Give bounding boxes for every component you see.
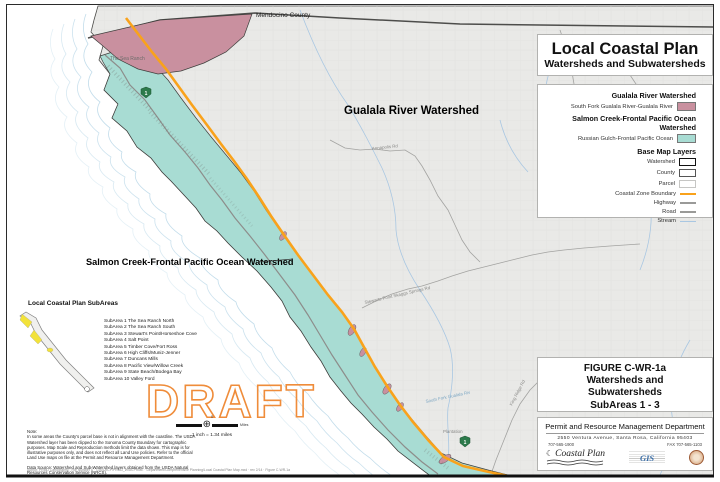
legend-label: South Fork Gualala River-Gualala River	[570, 103, 673, 110]
title-panel: Local Coastal Plan Watersheds and Subwat…	[537, 34, 713, 76]
legend-base-header: Base Map Layers	[637, 147, 696, 156]
scale-zero-label: 0	[211, 415, 213, 419]
gis-logo-text: GIS	[639, 452, 655, 463]
divider	[546, 433, 704, 434]
salmon-watershed-label: Salmon Creek-Frontal Pacific Ocean Water…	[86, 257, 293, 267]
figure-title-line: Subwatersheds	[588, 387, 662, 399]
parcel-swatch	[679, 180, 696, 188]
legend-item: County	[538, 169, 712, 177]
fine-print-credit: Author: PRMD Cartography · File Number S…	[27, 468, 291, 472]
south-fork-gualala-subwatershed	[90, 13, 253, 75]
mendocino-county-label: Mendocino County	[256, 12, 311, 19]
plantation-label: Plantation	[443, 429, 463, 434]
moon-icon: ☾	[546, 449, 554, 458]
subareas-header: Local Coastal Plan SubAreas	[28, 300, 118, 307]
subarea-item: SubArea 1 The Sea Ranch North	[104, 319, 175, 324]
legend-group-header: Salmon Creek-Frontal Pacific Ocean Water…	[572, 114, 696, 132]
county-seal-icon	[689, 450, 704, 465]
svg-text:1: 1	[145, 91, 148, 97]
wave-lines-icon	[546, 459, 604, 466]
logo-row: ☾ Coastal Plan GIS	[538, 449, 712, 466]
legend-item: Watershed	[538, 158, 712, 166]
legend-label: Parcel	[658, 181, 675, 187]
legend-group-header: Gualala River Watershed	[611, 91, 696, 100]
road-swatch	[680, 211, 696, 213]
legend-panel: Gualala River Watershed South Fork Guala…	[537, 84, 713, 224]
department-phones: 707-565-1900 FAX 707-565-1103	[538, 442, 712, 447]
county-swatch	[679, 169, 696, 177]
stream-swatch	[680, 220, 696, 222]
figure-panel: FIGURE C-WR-1a Watersheds and Subwatersh…	[537, 357, 713, 412]
subarea-item: SubArea 6 High Cliffs/Muniz-Jenner	[104, 351, 181, 357]
label-leader-line	[257, 258, 294, 263]
legend-item: Road	[538, 209, 712, 215]
note-body: In some areas the County's parcel base i…	[27, 434, 196, 461]
coastal-plan-logo: ☾ Coastal Plan	[546, 449, 605, 466]
figure-number: FIGURE C-WR-1a	[583, 363, 667, 374]
legend-item: Coastal Zone Boundary	[538, 191, 712, 197]
legend-label: Russian Gulch-Frontal Pacific Ocean	[577, 135, 673, 142]
figure-title-line: Watersheds and	[586, 375, 664, 387]
scale-miles-label: Miles	[240, 423, 249, 427]
data-source: Data Source: Watershed and Sub-Watershed…	[27, 464, 189, 476]
subarea-item: SubArea 8 Pacific View/Willow Creek	[104, 363, 184, 369]
gis-logo: GIS	[629, 450, 666, 465]
sea-ranch-label: The Sea Ranch	[110, 56, 145, 62]
highway-1-line	[104, 54, 439, 475]
coastal-plan-logo-text: Coastal Plan	[555, 449, 606, 459]
figure-subareas-line: SubAreas 1 - 3	[590, 399, 660, 411]
highway-swatch	[680, 201, 696, 205]
note-heading: Note:	[27, 429, 38, 434]
legend-item: Highway	[538, 200, 712, 206]
svg-text:1: 1	[464, 440, 467, 446]
subarea-item: SubArea 10 Valley Ford	[104, 376, 155, 382]
subarea-item: SubArea 2 The Sea Ranch South	[104, 325, 176, 331]
legend-label: Stream	[657, 218, 676, 224]
subarea-item: SubArea 4 Salt Point	[104, 338, 149, 344]
compass-icon: ⊕	[202, 419, 211, 430]
pink-swatch	[677, 102, 696, 111]
fax-number: FAX 707-565-1103	[667, 442, 702, 447]
gualala-watershed-label: Gualala River Watershed	[344, 105, 479, 117]
subarea-item: SubArea 7 Duncans Mills	[104, 357, 158, 363]
map-subtitle: Watersheds and Subwatersheds	[544, 58, 706, 70]
highway-shield-icon: 1	[140, 86, 152, 99]
subareas-inset-map	[19, 311, 95, 393]
legend-label: County	[656, 170, 675, 176]
map-title: Local Coastal Plan	[551, 40, 699, 58]
legend-item: Stream	[538, 218, 712, 224]
teal-swatch	[677, 134, 696, 143]
legend-label: Coastal Zone Boundary	[615, 191, 676, 197]
legend-label: Road	[662, 209, 676, 215]
note-block: Note: In some areas the County's parcel …	[27, 429, 197, 475]
department-panel: Permit and Resource Management Departmen…	[537, 417, 713, 471]
scale-bar-left	[175, 423, 202, 427]
department-name: Permit and Resource Management Departmen…	[545, 422, 705, 431]
highway-shield-icon: 1	[459, 435, 471, 448]
coastal-zone-swatch	[680, 192, 696, 196]
phone-number: 707-565-1900	[548, 442, 575, 447]
draft-watermark: DRAFT	[145, 375, 317, 427]
subarea-item: SubArea 9 State Beach/Bodega Bay	[104, 370, 182, 376]
legend-item: Parcel	[538, 180, 712, 188]
coastal-zone-boundary-line	[124, 17, 515, 476]
department-address: 2550 Ventura Avenue, Santa Rosa, Califor…	[557, 436, 693, 441]
legend-item: South Fork Gualala River-Gualala River	[538, 102, 712, 111]
legend-label: Highway	[653, 200, 676, 206]
scale-bar: 0 ⊕ Miles 1 inch = 1.34 miles	[170, 415, 254, 438]
scale-bar-right	[212, 423, 238, 427]
subarea-item: SubArea 5 Timber Cove/Fort Ross	[104, 344, 178, 350]
watershed-swatch	[679, 158, 696, 166]
settlement-speckle	[106, 64, 450, 470]
subarea-item: SubArea 3 Stewart's Point/Horseshoe Cove	[104, 331, 197, 337]
legend-label: Watershed	[647, 159, 675, 165]
scale-ratio-label: 1 inch = 1.34 miles	[191, 433, 233, 438]
legend-item: Russian Gulch-Frontal Pacific Ocean	[538, 134, 712, 143]
subareas-list: SubArea 1 The Sea Ranch North SubArea 2 …	[104, 319, 197, 383]
annapolis-rd-label: Annapolis Rd	[372, 143, 399, 151]
